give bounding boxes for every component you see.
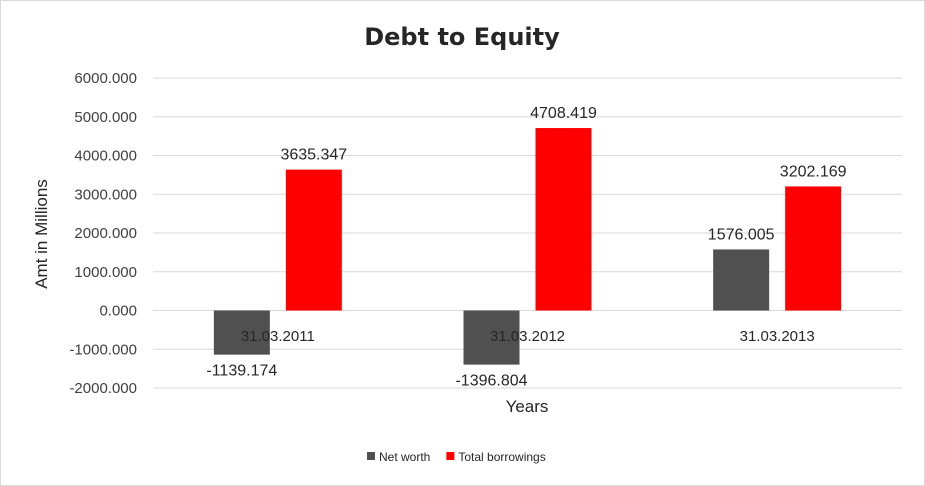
data-label: 1576.005	[708, 226, 775, 243]
legend-label: Total borrowings	[458, 450, 545, 464]
y-tick-label: 2000.000	[74, 225, 137, 242]
y-tick-label: 6000.000	[74, 70, 137, 87]
bar-net-worth	[713, 249, 770, 311]
x-category-label: 31.03.2013	[740, 328, 815, 345]
y-tick-label: 5000.000	[74, 109, 137, 126]
data-label: 3635.347	[280, 147, 347, 164]
bar-total-borrowings	[535, 128, 592, 311]
bar-net-worth	[463, 310, 520, 365]
x-axis-category-labels: 31.03.2011 31.03.2012 31.03.2013	[241, 328, 815, 345]
x-axis-title: Years	[506, 397, 549, 416]
y-tick-label: 0.000	[99, 303, 137, 320]
legend-swatch	[367, 452, 375, 460]
y-axis-title: Amt in Millions	[32, 179, 51, 289]
bar-net-worth	[213, 310, 270, 355]
bar-total-borrowings	[285, 169, 342, 311]
legend-label: Net worth	[379, 450, 430, 464]
y-tick-label: -2000.000	[69, 380, 137, 397]
data-labels: -1139.174 3635.347 -1396.804 4708.419 1576.0…	[206, 105, 846, 390]
y-tick-label: 4000.000	[74, 148, 137, 165]
legend: Net worth Total borrowings	[367, 450, 546, 464]
y-tick-label: 3000.000	[74, 186, 137, 203]
data-label: -1139.174	[206, 363, 277, 380]
y-axis-tick-labels: 6000.000 5000.000 4000.000 3000.000 2000.000…	[69, 70, 137, 397]
chart-title: Debt to Equity	[364, 23, 560, 51]
y-tick-label: -1000.000	[69, 341, 137, 358]
gridlines	[153, 77, 902, 389]
x-category-label: 31.03.2011	[241, 328, 315, 345]
data-label: 4708.419	[530, 105, 597, 122]
bars	[213, 128, 842, 365]
legend-swatch	[446, 452, 455, 460]
x-category-label: 31.03.2012	[490, 328, 565, 345]
data-label: -1396.804	[455, 373, 527, 390]
y-tick-label: 1000.000	[74, 264, 137, 281]
bar-total-borrowings	[785, 186, 842, 311]
data-label: 3202.169	[780, 163, 847, 180]
